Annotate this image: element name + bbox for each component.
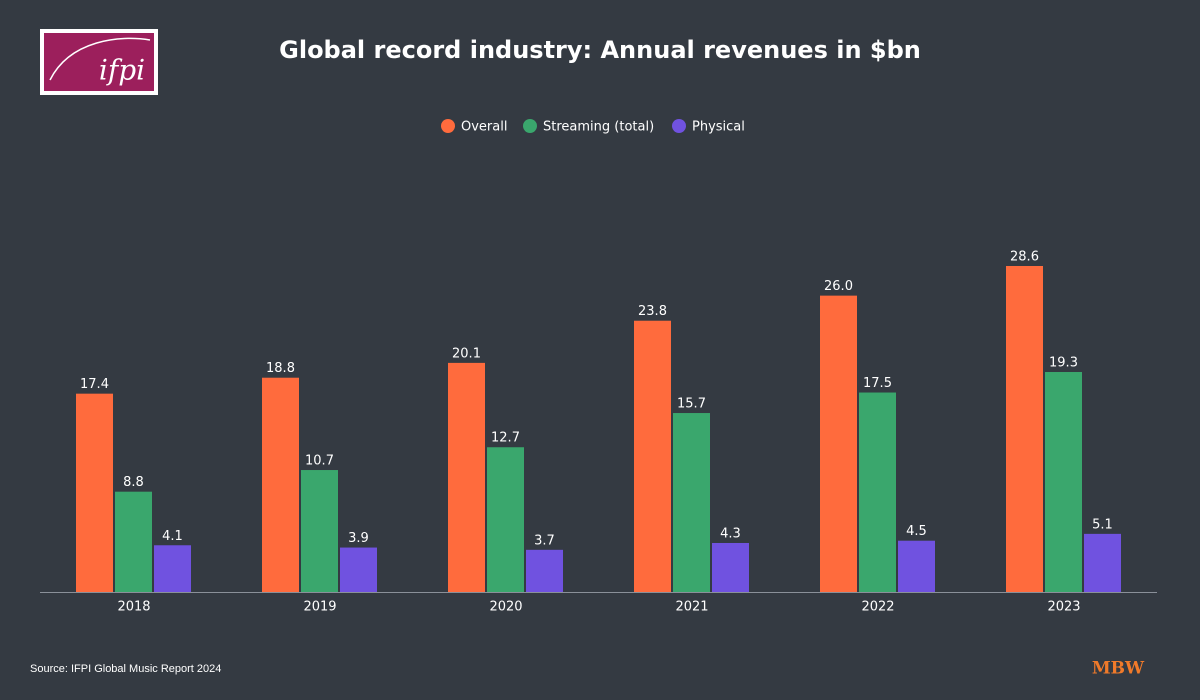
bar (301, 470, 338, 592)
value-label: 10.7 (305, 454, 334, 469)
bar (859, 392, 896, 592)
bar (820, 295, 857, 592)
legend-label: Overall (461, 120, 507, 135)
value-label: 26.0 (824, 279, 853, 294)
value-label: 3.7 (534, 533, 555, 548)
legend-label: Physical (692, 120, 745, 135)
value-label: 28.6 (1010, 250, 1039, 265)
value-label: 4.1 (162, 529, 183, 544)
bar (262, 377, 299, 592)
bar (340, 547, 377, 592)
bar (634, 320, 671, 592)
value-label: 15.7 (677, 397, 706, 412)
value-label: 17.5 (863, 376, 892, 391)
source: Source: IFPI Global Music Report 2024 (30, 663, 221, 675)
x-tick-label: 2022 (861, 600, 894, 615)
legend-marker (523, 119, 537, 133)
bar (673, 413, 710, 592)
value-label: 4.5 (906, 524, 927, 539)
bar (1006, 266, 1043, 592)
bar (487, 447, 524, 592)
logo: ifpi (40, 29, 158, 95)
value-label: 3.9 (348, 531, 369, 546)
logo-text: ifpi (99, 54, 145, 87)
bar (115, 491, 152, 592)
legend-marker (672, 119, 686, 133)
value-label: 12.7 (491, 431, 520, 446)
legend-marker (441, 119, 455, 133)
bar (898, 540, 935, 592)
bar (1084, 533, 1121, 592)
brand: MBW (1092, 659, 1145, 679)
value-label: 17.4 (80, 377, 109, 392)
x-tick-label: 2021 (675, 600, 708, 615)
bar (76, 393, 113, 592)
x-tick-label: 2023 (1047, 600, 1080, 615)
bar (712, 542, 749, 592)
value-label: 23.8 (638, 304, 667, 319)
value-label: 18.8 (266, 361, 295, 376)
bar (1045, 372, 1082, 592)
legend-label: Streaming (total) (543, 120, 654, 135)
bar (154, 545, 191, 592)
value-label: 4.3 (720, 526, 741, 541)
value-label: 5.1 (1092, 517, 1113, 532)
x-tick-label: 2018 (117, 600, 150, 615)
x-tick-label: 2020 (489, 600, 522, 615)
value-label: 19.3 (1049, 356, 1078, 371)
value-label: 20.1 (452, 346, 481, 361)
bar (448, 362, 485, 592)
x-tick-label: 2019 (303, 600, 336, 615)
logo-swoosh (49, 37, 151, 81)
value-label: 8.8 (123, 475, 144, 490)
chart-title: Global record industry: Annual revenues … (279, 36, 921, 64)
bar (526, 549, 563, 592)
